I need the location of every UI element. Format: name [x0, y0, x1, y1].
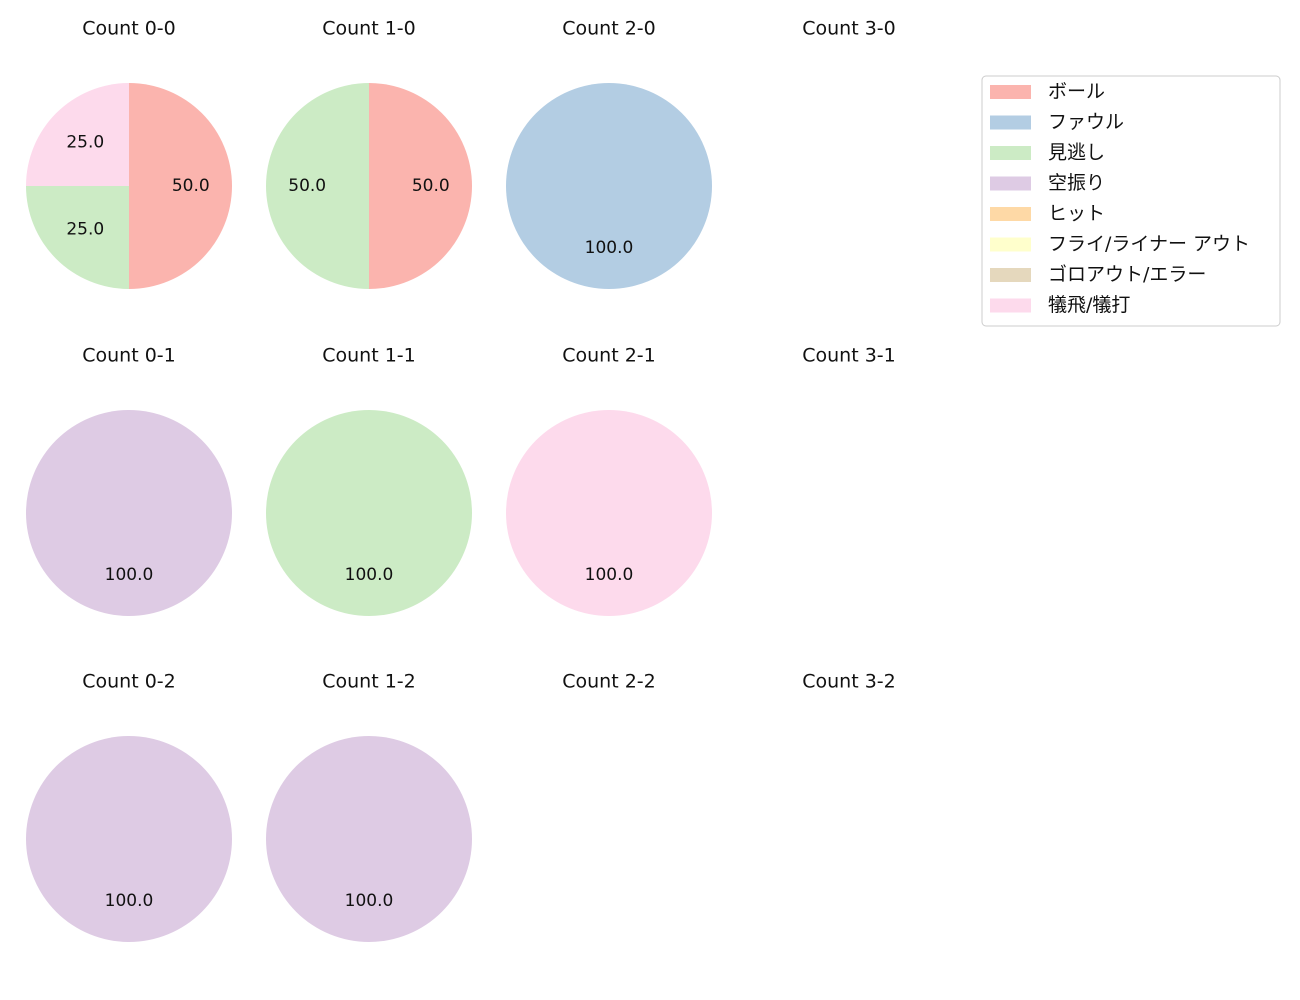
slice-value-label: 25.0: [66, 132, 104, 152]
slice-value-label: 100.0: [585, 238, 634, 258]
pie-slice: [266, 410, 472, 616]
legend-frame: [981, 75, 1281, 327]
legend-label: フライ/ライナー アウト: [1048, 233, 1250, 255]
pie-panel: Count 3-0: [802, 18, 896, 40]
pie-panel: Count 2-2: [562, 671, 656, 693]
pie-slice: [26, 83, 129, 186]
legend-swatch: [990, 237, 1031, 252]
pie-panel: Count 1-2 100.0: [266, 671, 472, 942]
legend-swatch: [990, 268, 1031, 282]
pie-slice: [129, 83, 232, 289]
panel-title: Count 0-2: [82, 671, 176, 693]
panel-title: Count 3-1: [802, 345, 896, 367]
legend-swatch: [990, 298, 1031, 313]
pie-panel: Count 0-1 100.0: [26, 345, 232, 616]
pie-panel: Count 3-1: [802, 345, 896, 367]
legend-label: 犠飛/犠打: [1048, 294, 1130, 316]
pie-panel: Count 1-0 50.0 50.0: [266, 18, 472, 289]
legend-swatch: [990, 176, 1031, 191]
pie-slice: [26, 736, 232, 942]
slice-value-label: 50.0: [172, 176, 210, 196]
pie-slice: [506, 410, 712, 616]
legend-label: ヒット: [1048, 203, 1105, 225]
panel-title: Count 0-0: [82, 18, 176, 40]
slice-value-label: 50.0: [412, 176, 450, 196]
slice-value-label: 25.0: [66, 220, 104, 240]
slice-value-label: 100.0: [345, 565, 394, 585]
slice-value-label: 100.0: [345, 891, 394, 911]
pie-panel: Count 3-2: [802, 671, 896, 693]
pie-slice: [506, 83, 712, 289]
panel-title: Count 2-1: [562, 345, 656, 367]
panel-title: Count 3-2: [802, 671, 896, 693]
pie-panel: Count 1-1 100.0: [266, 345, 472, 616]
panel-title: Count 0-1: [82, 345, 176, 367]
legend-label: ボール: [1048, 81, 1105, 103]
pie-slice: [26, 186, 129, 289]
legend-swatch: [990, 207, 1031, 221]
pie-slice: [369, 83, 472, 289]
slice-value-label: 100.0: [105, 891, 154, 911]
pie-panel: Count 2-1 100.0: [506, 345, 712, 616]
panel-title: Count 2-2: [562, 671, 656, 693]
legend-swatch: [990, 115, 1031, 130]
legend-label: 見逃し: [1048, 142, 1105, 164]
legend-swatch: [990, 85, 1031, 99]
panel-title: Count 1-0: [322, 18, 416, 40]
pie-panel: Count 0-0 50.0 25.0 25.0: [26, 18, 232, 289]
panel-title: Count 2-0: [562, 18, 656, 40]
legend-label: 空振り: [1048, 172, 1105, 194]
pie-panel: Count 0-2 100.0: [26, 671, 232, 942]
panel-title: Count 3-0: [802, 18, 896, 40]
slice-value-label: 100.0: [585, 565, 634, 585]
slice-value-label: 50.0: [288, 176, 326, 196]
legend-label: ファウル: [1048, 111, 1124, 133]
pie-slice: [266, 83, 369, 289]
legend-swatch: [990, 146, 1031, 160]
legend-label: ゴロアウト/エラー: [1048, 264, 1206, 286]
pie-slice: [266, 736, 472, 942]
pie-panel: Count 2-0 100.0: [506, 18, 712, 289]
panel-title: Count 1-2: [322, 671, 416, 693]
slice-value-label: 100.0: [105, 565, 154, 585]
panel-title: Count 1-1: [322, 345, 416, 367]
pie-slice: [26, 410, 232, 616]
